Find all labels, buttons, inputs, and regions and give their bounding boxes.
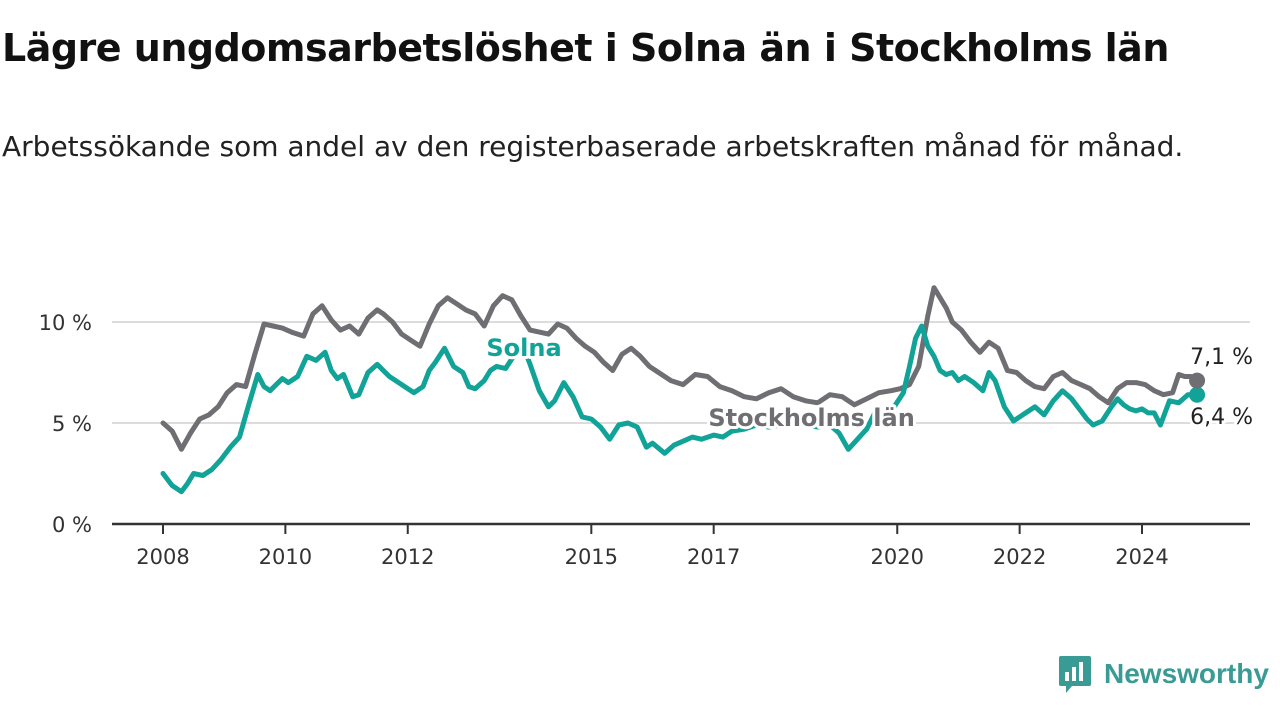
line-chart: 0 % 5 % 10 % 2008 2010 2012 2015 2017 2020 2022 20…: [38, 285, 1256, 569]
newsworthy-brand: Newsworthy: [1058, 652, 1269, 696]
brand-name: Newsworthy: [1104, 658, 1269, 689]
x-tick-label: 2017: [687, 545, 740, 569]
chart-title: Lägre ungdomsarbetslöshet i Solna än i S…: [2, 26, 1169, 70]
x-tick-label: 2020: [871, 545, 924, 569]
end-point-solna: [1189, 386, 1206, 403]
series-line-stockholms-lan: [160, 285, 1200, 452]
series-line-solna: [160, 323, 1200, 495]
x-tick-label: 2012: [381, 545, 434, 569]
x-tick-label: 2008: [136, 545, 189, 569]
newsworthy-logo-icon: [1059, 656, 1091, 693]
end-label-stockholms-lan: 7,1 %: [1190, 345, 1253, 370]
series-lines: [160, 285, 1206, 495]
series-label-stockholms-lan: Stockholms län: [708, 404, 914, 432]
series-labels: Solna Stockholms län 7,1 % 6,4 %: [483, 331, 1256, 435]
chart-subtitle: Arbetssökande som andel av den registerb…: [2, 130, 1184, 163]
end-label-solna: 6,4 %: [1190, 405, 1253, 430]
x-tick-label: 2015: [565, 545, 618, 569]
grid-lines: [112, 321, 1250, 424]
x-tick-label: 2022: [993, 545, 1046, 569]
x-tick-label: 2010: [259, 545, 312, 569]
end-point-stockholms-lan: [1189, 372, 1206, 389]
y-tick-label: 0 %: [52, 513, 92, 537]
x-tick-label: 2024: [1115, 545, 1168, 569]
series-label-solna: Solna: [486, 334, 561, 362]
axes: 0 % 5 % 10 % 2008 2010 2012 2015 2017 2020 2022 20…: [39, 311, 1250, 569]
y-tick-label: 10 %: [39, 311, 92, 335]
y-tick-label: 5 %: [52, 412, 92, 436]
